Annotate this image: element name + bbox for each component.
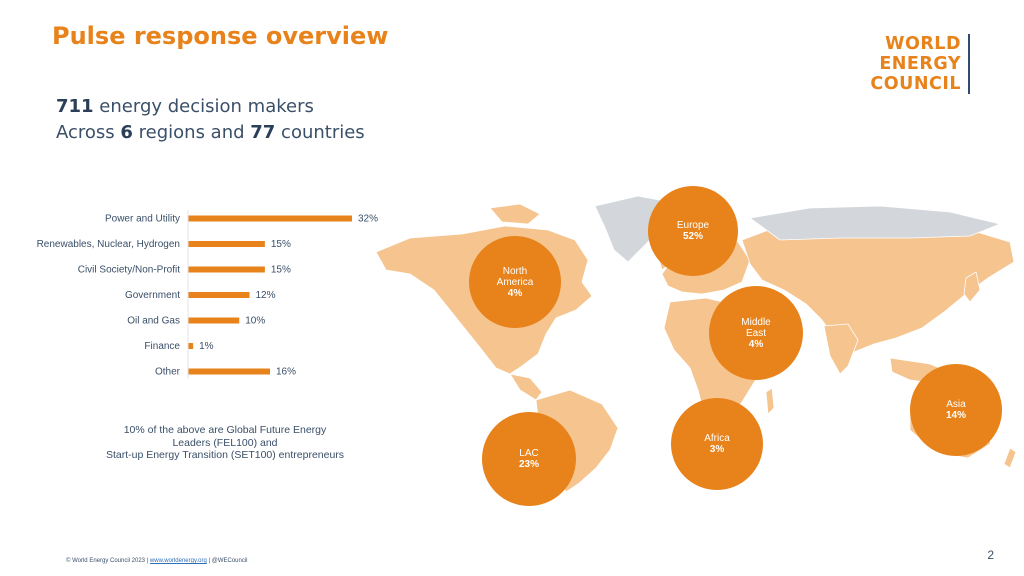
new-zealand-shape: [1003, 447, 1017, 469]
value-label: 15%: [271, 265, 291, 276]
region-bubble-middle-east: Middle East 4%: [709, 286, 803, 380]
value-label: 10%: [245, 316, 265, 327]
page-number: 2: [987, 548, 994, 562]
footer: © World Energy Council 2023 | www.worlde…: [66, 558, 248, 564]
value-label: 12%: [256, 290, 276, 301]
sector-bar-chart: Power and Utility 32% Renewables, Nuclear,…: [37, 210, 378, 379]
canada-arctic-shape: [489, 203, 541, 225]
region-bubble-lac: LAC 23%: [482, 412, 576, 506]
bar: [188, 317, 240, 324]
page-title: Pulse response overview: [52, 22, 389, 50]
world-energy-council-logo: WORLD ENERGY COUNCIL: [870, 34, 970, 94]
bar: [188, 266, 265, 273]
bar: [188, 241, 265, 247]
category-label: Government: [125, 290, 180, 301]
category-label: Finance: [144, 341, 180, 352]
bar: [188, 215, 352, 222]
website-link[interactable]: www.worldenergy.org: [149, 558, 207, 564]
region-bubble-africa: Africa 3%: [671, 398, 763, 490]
central-america-shape: [509, 373, 543, 401]
value-label: 16%: [276, 367, 296, 378]
category-label: Renewables, Nuclear, Hydrogen: [37, 239, 180, 250]
value-label: 32%: [358, 214, 378, 225]
region-bubble-europe: Europe 52%: [648, 186, 738, 276]
india-shape: [823, 323, 859, 375]
value-label: 15%: [271, 239, 291, 250]
value-label: 1%: [199, 341, 214, 352]
bar: [188, 292, 250, 298]
russia-shape: [748, 205, 1002, 241]
region-bubble-asia: Asia 14%: [910, 364, 1002, 456]
category-label: Civil Society/Non-Profit: [78, 265, 180, 276]
region-bubble-north-america: North America 4%: [469, 236, 561, 328]
fel100-set100-note: 10% of the above are Global Future Energ…: [105, 424, 345, 461]
category-label: Power and Utility: [105, 214, 180, 225]
stats-line-2: Across 6 regions and 77 countries: [56, 122, 365, 143]
stats-line-1: 711 energy decision makers: [56, 96, 314, 117]
category-label: Oil and Gas: [127, 316, 180, 327]
category-label: Other: [155, 367, 181, 378]
bar: [188, 343, 194, 349]
bar: [188, 368, 270, 375]
madagascar-shape: [765, 387, 775, 415]
response-stats: 711 energy decision makers Across 6 regi…: [56, 94, 365, 146]
japan-shape: [963, 271, 981, 303]
